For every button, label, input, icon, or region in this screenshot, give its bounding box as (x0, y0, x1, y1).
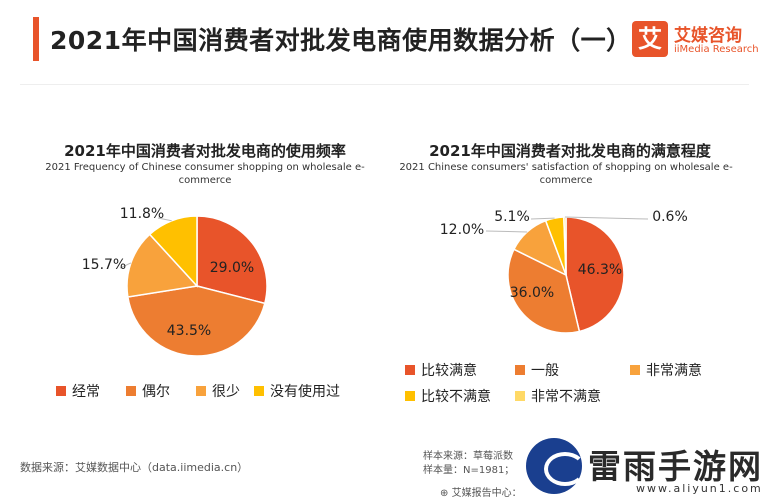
chart1-legend-label-2: 很少 (212, 384, 240, 400)
logo-name-cn: 艾媒咨询 (674, 26, 742, 46)
sample-info: 样本来源：草莓派数 样本量：N=1981； (423, 450, 514, 478)
watermark-logo-icon (526, 438, 586, 494)
data-source-note: 数据来源：艾媒数据中心（data.iimedia.cn） (20, 461, 249, 474)
chart2-legend-item-0: 比较满意 (405, 360, 477, 380)
chart1-legend-item-0: 经常 (56, 381, 100, 401)
logo-name-en: iiMedia Research (674, 44, 759, 55)
chart1-leader-3 (157, 217, 172, 222)
chart2-legend-item-1: 一般 (515, 360, 559, 380)
sample-source: 样本来源：草莓派数 (423, 451, 513, 462)
chart2-legend-item-4: 非常不满意 (515, 386, 601, 406)
chart1-slice-2 (126, 233, 199, 298)
page-title: 2021年中国消费者对批发电商使用数据分析（一） (50, 26, 632, 55)
chart2-legend-swatch-2 (630, 365, 640, 375)
chart2-legend-label-3: 比较不满意 (421, 389, 491, 405)
chart1-legend-label-1: 偶尔 (142, 384, 170, 400)
chart1-legend-item-2: 很少 (196, 381, 240, 401)
logo-mark-icon: 艾 (632, 21, 668, 57)
chart2-data-label-0: 46.3% (578, 262, 622, 278)
chart2-slice-1 (507, 248, 581, 334)
iimedia-logo: 艾 艾媒咨询 iiMedia Research (632, 21, 760, 63)
chart1-legend-item-3: 没有使用过 (254, 381, 340, 401)
chart2-leader-2 (485, 230, 528, 233)
globe-icon: ⊕ (440, 488, 449, 499)
chart1-legend-swatch-3 (254, 386, 264, 396)
header-divider (20, 84, 749, 85)
chart2-leader-3 (530, 217, 555, 220)
chart2-legend-swatch-1 (515, 365, 525, 375)
chart1-data-label-3: 11.8% (120, 206, 164, 222)
chart2-data-label-2: 12.0% (440, 222, 484, 238)
chart1-legend-item-1: 偶尔 (126, 381, 170, 401)
chart1-legend-swatch-1 (126, 386, 136, 396)
chart1-data-label-1: 43.5% (167, 323, 211, 339)
chart2-subtitle: 2021 Chinese consumers' satisfaction of … (399, 162, 733, 186)
watermark-url: www.aliyun1.com (636, 482, 763, 495)
watermark: 雷雨手游网 www.aliyun1.com (518, 436, 769, 500)
chart1-legend-label-3: 没有使用过 (270, 384, 340, 400)
chart1-slice-1 (127, 285, 266, 357)
chart2-legend-label-4: 非常不满意 (531, 389, 601, 405)
chart1-data-label-0: 29.0% (210, 260, 254, 276)
chart2-legend-label-2: 非常满意 (646, 363, 702, 379)
chart1-slice-0 (196, 215, 268, 305)
chart1-slice-3 (148, 215, 198, 288)
chart1-data-label-2: 15.7% (82, 257, 126, 273)
header: 2021年中国消费者对批发电商使用数据分析（一） 艾 艾媒咨询 iiMedia … (0, 0, 769, 76)
chart2-leader-4 (564, 216, 649, 220)
chart2-data-label-3: 5.1% (494, 209, 530, 225)
chart1-title: 2021年中国消费者对批发电商的使用频率 (64, 142, 346, 160)
chart1-legend-swatch-2 (196, 386, 206, 396)
report-center: ⊕ 艾媒报告中心： (440, 484, 522, 499)
chart2-data-label-1: 36.0% (510, 285, 554, 301)
chart2-legend-item-3: 比较不满意 (405, 386, 491, 406)
chart2-slice-0 (565, 216, 625, 333)
chart1-subtitle: 2021 Frequency of Chinese consumer shopp… (45, 162, 365, 186)
report-center-label: 艾媒报告中心： (451, 488, 522, 499)
chart2-legend-swatch-4 (515, 391, 525, 401)
chart2-legend-swatch-3 (405, 391, 415, 401)
watermark-title: 雷雨手游网 (588, 447, 763, 486)
chart2-legend-swatch-0 (405, 365, 415, 375)
chart2-legend-item-2: 非常满意 (630, 360, 702, 380)
chart1-leader-2 (119, 262, 132, 269)
chart1-legend-swatch-0 (56, 386, 66, 396)
sample-size: 样本量：N=1981； (423, 465, 515, 476)
chart2-data-label-4: 0.6% (652, 209, 688, 225)
chart1-legend-label-0: 经常 (72, 384, 100, 400)
title-accent-bar (33, 17, 39, 61)
chart2-title: 2021年中国消费者对批发电商的满意程度 (429, 142, 711, 160)
chart2-legend-label-0: 比较满意 (421, 363, 477, 379)
chart2-legend-label-1: 一般 (531, 363, 559, 379)
